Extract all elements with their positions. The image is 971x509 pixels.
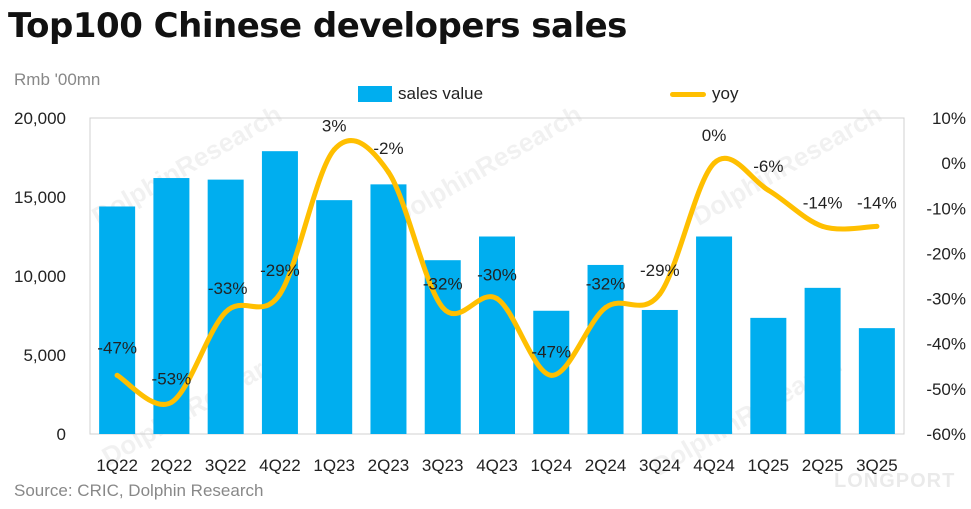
bar-4q24 (696, 236, 733, 434)
yoy-data-label: -33% (208, 279, 248, 298)
x-tick-label: 2Q25 (802, 456, 844, 475)
yoy-data-label: -32% (423, 275, 463, 294)
bar-1q24 (533, 310, 570, 434)
yoy-data-label: -32% (586, 275, 626, 294)
y-right-tick-label: 10% (932, 109, 966, 128)
yoy-point-3q22 (223, 309, 229, 315)
x-tick-label: 2Q22 (151, 456, 193, 475)
bar-2q22 (153, 178, 190, 434)
x-tick-label: 1Q24 (530, 456, 572, 475)
bar-1q25 (750, 317, 787, 434)
y-right-tick-label: -20% (926, 244, 966, 263)
yoy-point-1q25 (765, 187, 771, 193)
yoy-point-4q22 (277, 291, 283, 297)
yoy-data-label: -30% (477, 266, 517, 285)
x-tick-label: 1Q22 (96, 456, 138, 475)
x-tick-label: 4Q24 (693, 456, 735, 475)
bar-3q25 (858, 328, 895, 434)
bar-1q22 (99, 206, 136, 434)
x-tick-label: 2Q24 (585, 456, 627, 475)
yoy-point-2q25 (820, 223, 826, 229)
yoy-data-label: -47% (531, 342, 571, 361)
chart-title: Top100 Chinese developers sales (8, 6, 627, 46)
yoy-point-2q24 (603, 305, 609, 311)
bar-1q23 (316, 200, 353, 434)
y-left-tick-label: 10,000 (14, 267, 66, 286)
legend-line: yoy (670, 84, 738, 104)
legend-bar: sales value (358, 84, 483, 104)
bar-2q24 (587, 264, 624, 434)
y-left-tick-label: 0 (57, 425, 66, 444)
yoy-data-label: 3% (322, 117, 347, 136)
unit-label: Rmb '00mn (14, 70, 101, 89)
x-tick-label: 1Q25 (748, 456, 790, 475)
yoy-point-3q23 (440, 305, 446, 311)
yoy-point-4q24 (711, 160, 717, 166)
yoy-point-1q22 (114, 372, 120, 378)
y-left-tick-label: 5,000 (23, 346, 66, 365)
yoy-point-4q23 (494, 296, 500, 302)
x-tick-label: 4Q23 (476, 456, 518, 475)
bar-3q24 (641, 309, 678, 434)
yoy-line (114, 138, 880, 407)
yoy-data-label: -6% (753, 157, 783, 176)
legend-line-swatch (670, 91, 706, 97)
y-right-tick-label: -50% (926, 380, 966, 399)
yoy-point-2q22 (168, 399, 174, 405)
y-right-tick-label: 0% (941, 154, 966, 173)
yoy-data-label: -29% (640, 261, 680, 280)
yoy-point-3q25 (874, 223, 880, 229)
yoy-data-label: -2% (373, 139, 403, 158)
x-tick-label: 3Q24 (639, 456, 681, 475)
yoy-data-label: -29% (260, 261, 300, 280)
x-tick-label: 1Q23 (313, 456, 355, 475)
y-right-tick-label: -60% (926, 425, 966, 444)
bar-4q23 (479, 236, 515, 434)
x-tick-label: 4Q22 (259, 456, 301, 475)
yoy-data-label: 0% (702, 126, 727, 145)
y-right-tick-label: -40% (926, 335, 966, 354)
yoy-point-2q23 (385, 169, 391, 175)
legend-bar-label: sales value (398, 84, 484, 103)
brand-watermark: LONGPORT (834, 470, 956, 492)
source-note: Source: CRIC, Dolphin Research (14, 481, 264, 500)
x-tick-label: 3Q22 (205, 456, 247, 475)
bar-2q25 (804, 287, 841, 434)
y-left-tick-label: 15,000 (14, 188, 66, 207)
x-tick-label: 3Q23 (422, 456, 464, 475)
yoy-point-1q24 (548, 372, 554, 378)
y-left-tick-label: 20,000 (14, 109, 66, 128)
yoy-point-1q23 (331, 147, 337, 153)
yoy-data-label: -14% (857, 193, 897, 212)
bar-2q23 (370, 184, 407, 434)
legend-line-label: yoy (712, 84, 739, 103)
yoy-data-label: -14% (803, 193, 843, 212)
yoy-point-3q24 (657, 291, 663, 297)
y-right-tick-label: -30% (926, 290, 966, 309)
x-tick-label: 2Q23 (368, 456, 410, 475)
legend-bar-swatch (358, 86, 392, 102)
y-right-tick-label: -10% (926, 199, 966, 218)
yoy-data-label: -47% (97, 338, 137, 357)
x-tick-label: 3Q25 (856, 456, 898, 475)
yoy-data-label: -53% (152, 369, 192, 388)
